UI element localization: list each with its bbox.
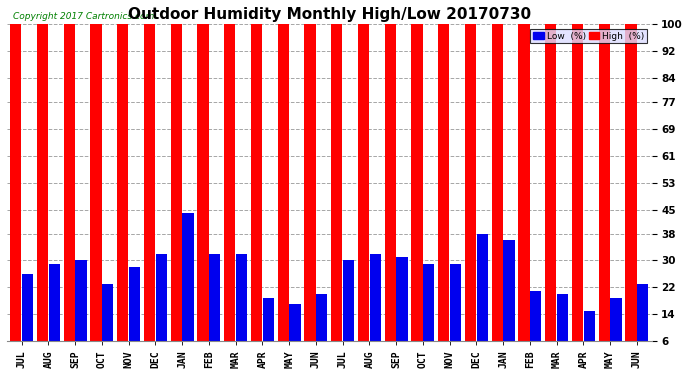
Bar xyxy=(572,24,583,362)
Bar xyxy=(277,24,289,362)
Bar xyxy=(129,267,140,362)
Bar xyxy=(102,284,113,362)
Bar xyxy=(343,261,354,362)
Bar xyxy=(49,264,60,362)
Bar xyxy=(599,24,610,362)
Legend: Low  (%), High  (%): Low (%), High (%) xyxy=(531,29,647,44)
Bar xyxy=(316,294,327,362)
Bar xyxy=(411,24,422,362)
Bar xyxy=(251,24,262,362)
Bar xyxy=(331,24,342,362)
Bar xyxy=(170,24,182,362)
Bar xyxy=(545,24,556,362)
Bar xyxy=(117,24,128,362)
Bar xyxy=(182,213,194,362)
Bar xyxy=(637,284,649,362)
Bar xyxy=(557,294,568,362)
Bar xyxy=(584,311,595,362)
Bar xyxy=(156,254,167,362)
Bar xyxy=(370,254,381,362)
Bar xyxy=(63,24,75,362)
Bar xyxy=(90,24,101,362)
Bar xyxy=(263,298,274,362)
Bar xyxy=(209,254,220,362)
Bar xyxy=(492,24,503,362)
Bar xyxy=(438,24,449,362)
Bar xyxy=(304,24,315,362)
Bar xyxy=(625,24,637,362)
Bar xyxy=(224,24,235,362)
Bar xyxy=(75,261,87,362)
Bar xyxy=(518,24,530,362)
Bar xyxy=(10,24,21,362)
Bar xyxy=(465,24,476,362)
Bar xyxy=(384,24,396,362)
Bar xyxy=(197,24,208,362)
Text: Copyright 2017 Cartronics.com: Copyright 2017 Cartronics.com xyxy=(13,12,155,21)
Bar xyxy=(236,254,247,362)
Bar xyxy=(477,234,488,362)
Bar xyxy=(289,304,301,361)
Bar xyxy=(358,24,369,362)
Bar xyxy=(22,274,33,362)
Bar xyxy=(37,24,48,362)
Bar xyxy=(504,240,515,362)
Bar xyxy=(144,24,155,362)
Title: Outdoor Humidity Monthly High/Low 20170730: Outdoor Humidity Monthly High/Low 201707… xyxy=(128,7,531,22)
Bar xyxy=(423,264,435,362)
Bar xyxy=(450,264,461,362)
Bar xyxy=(611,298,622,362)
Bar xyxy=(530,291,542,362)
Bar xyxy=(396,257,408,362)
